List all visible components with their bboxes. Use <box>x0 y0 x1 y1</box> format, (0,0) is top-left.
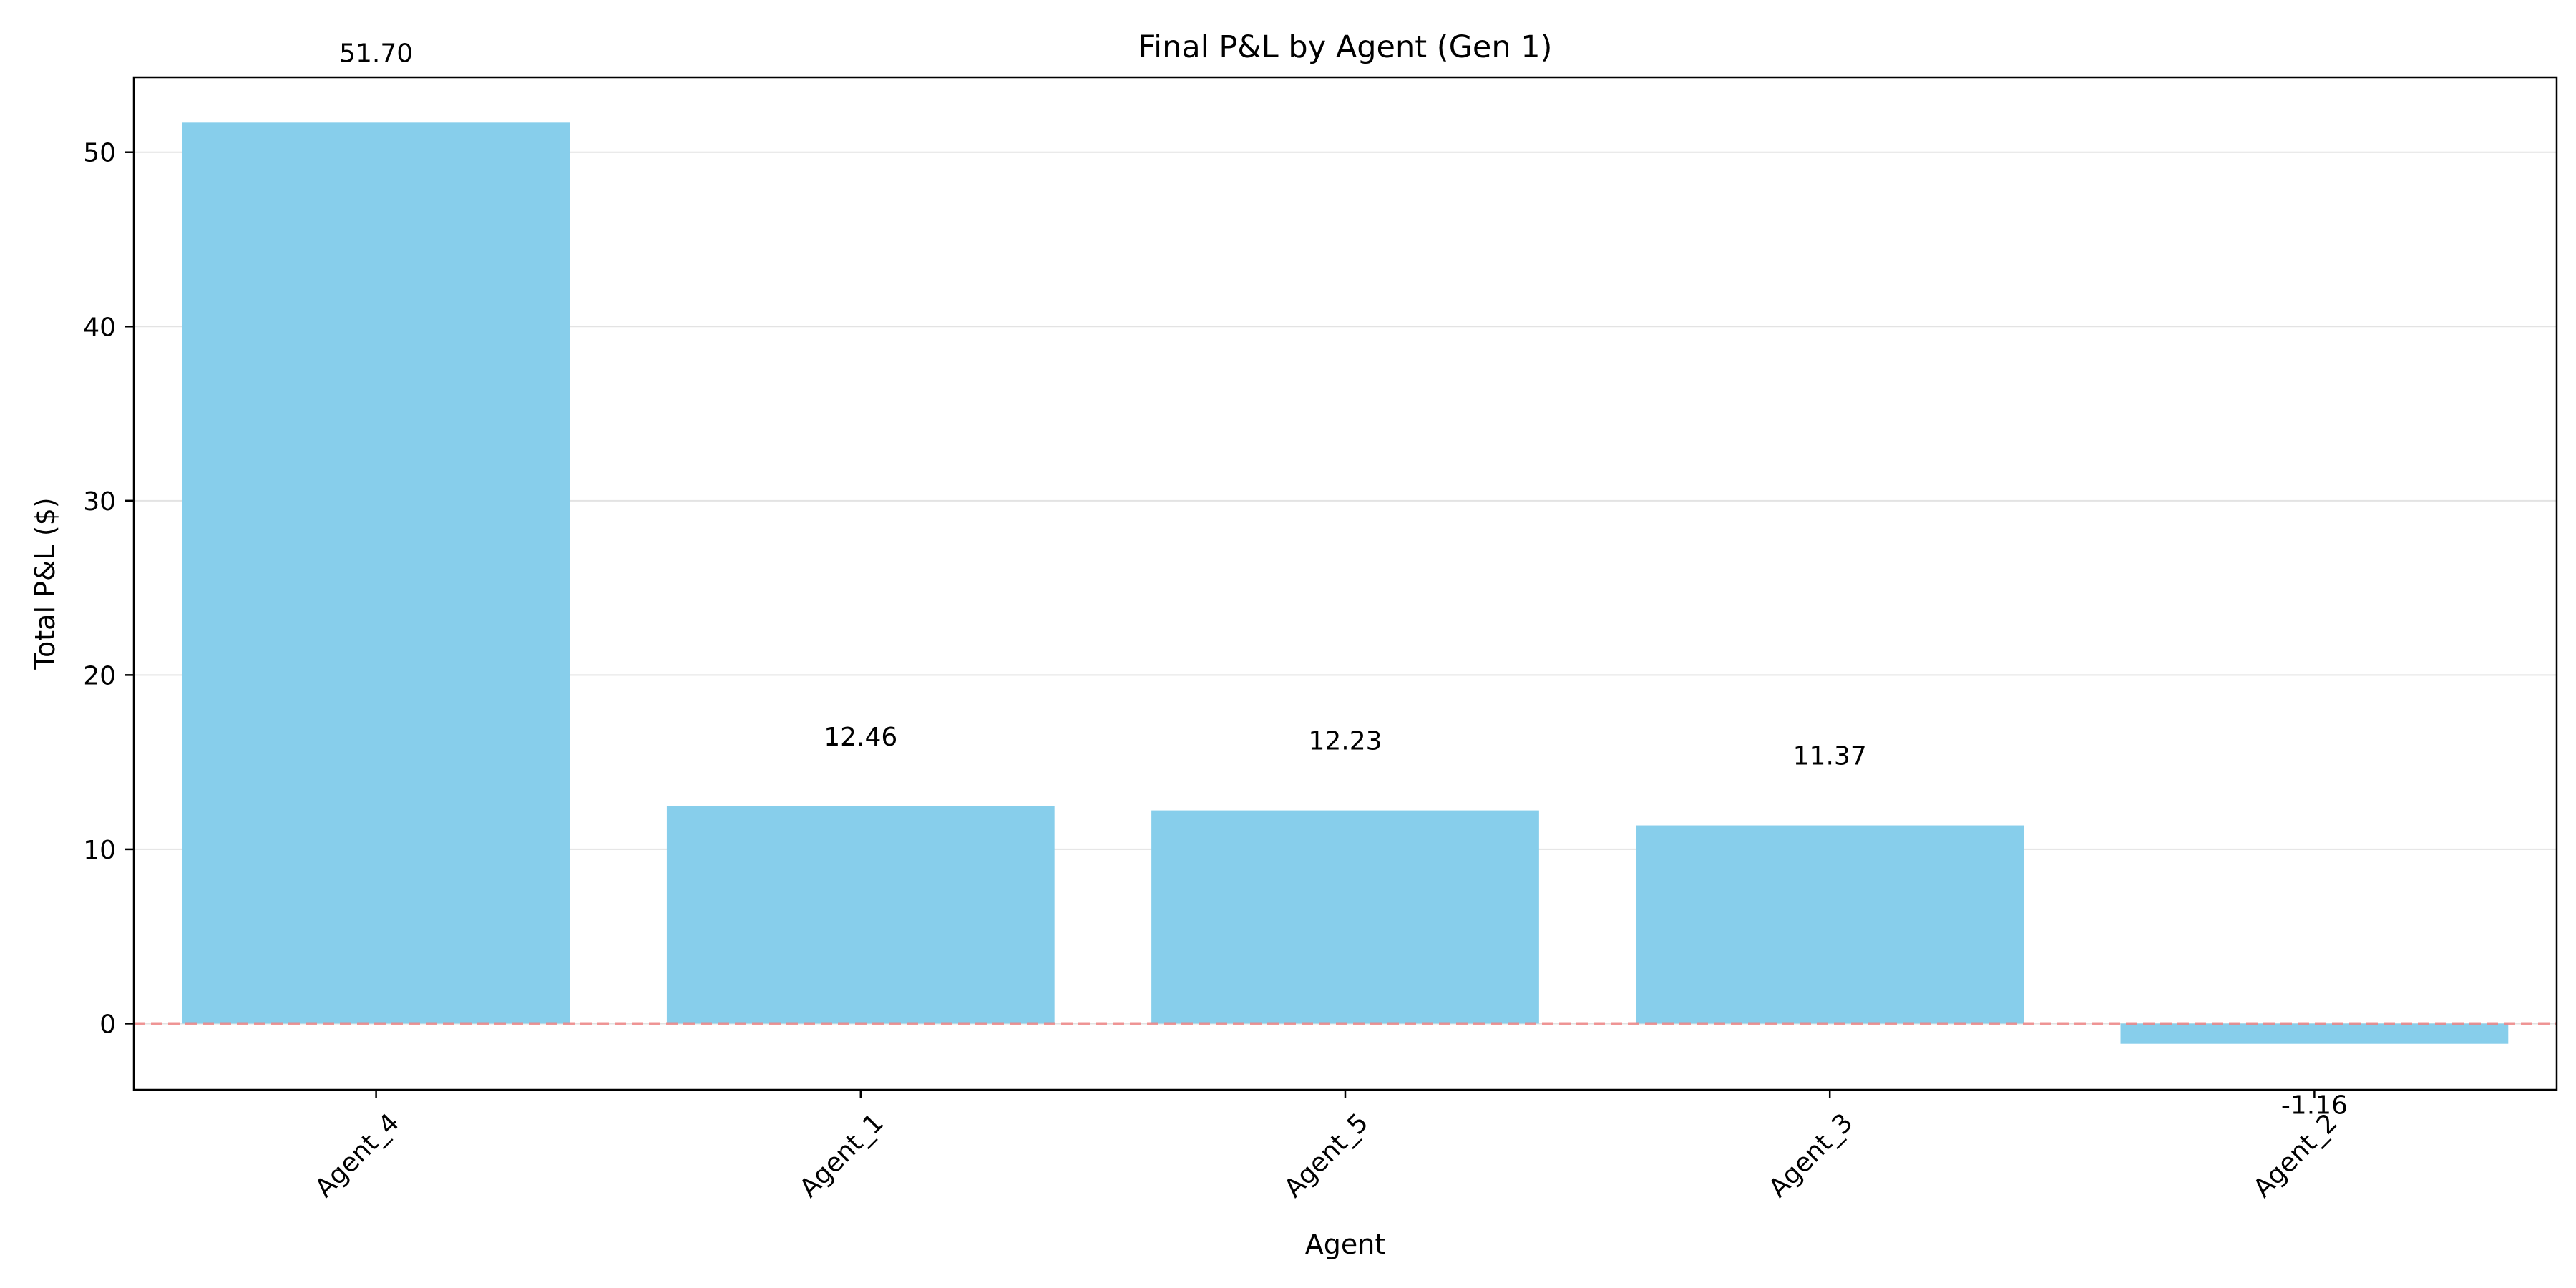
value-label: 51.70 <box>339 39 413 68</box>
y-tick-label: 0 <box>99 1010 116 1039</box>
bar-agent-3 <box>1636 825 2024 1024</box>
value-label: 12.23 <box>1308 727 1382 756</box>
x-tick-label: Agent_1 <box>794 1108 889 1203</box>
chart-title: Final P&L by Agent (Gen 1) <box>1138 29 1553 65</box>
x-axis-label: Agent <box>1305 1229 1385 1260</box>
y-tick-label: 40 <box>83 313 116 342</box>
bars <box>182 122 2509 1044</box>
bar-agent-1 <box>666 806 1055 1024</box>
y-axis-label: Total P&L ($) <box>29 497 61 670</box>
x-tick-label: Agent_2 <box>2248 1108 2343 1203</box>
value-label: 12.46 <box>824 723 897 752</box>
y-tick-label: 20 <box>83 661 116 691</box>
value-label: -1.16 <box>2281 1091 2348 1121</box>
y-axis: 0 10 20 30 40 50 <box>83 139 134 1039</box>
x-axis: Agent_4 Agent_1 Agent_5 Agent_3 Agent_2 <box>310 1090 2343 1204</box>
y-tick-label: 10 <box>83 836 116 865</box>
y-tick-label: 50 <box>83 139 116 168</box>
x-tick-label: Agent_5 <box>1279 1108 1374 1203</box>
value-label: 11.37 <box>1793 742 1867 771</box>
y-tick-label: 30 <box>83 487 116 517</box>
bar-agent-4 <box>182 122 570 1024</box>
bar-agent-2 <box>2120 1023 2509 1044</box>
x-tick-label: Agent_3 <box>1763 1108 1858 1203</box>
value-labels: 51.70 12.46 12.23 11.37 -1.16 <box>339 39 2348 1120</box>
bar-agent-5 <box>1151 810 1539 1024</box>
x-tick-label: Agent_4 <box>310 1108 405 1203</box>
